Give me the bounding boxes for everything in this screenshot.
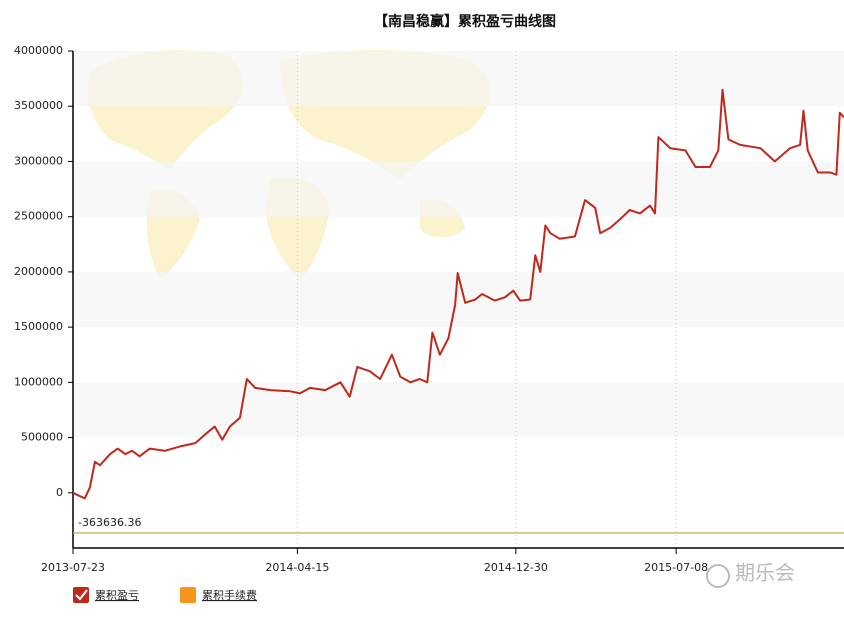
chart-title: 【南昌稳赢】累积盈亏曲线图 — [374, 13, 556, 30]
x-tick-label: 2014-04-15 — [265, 561, 329, 574]
x-tick-label: 2014-12-30 — [484, 561, 548, 574]
grid-band — [73, 382, 844, 438]
series-line — [72, 88, 844, 500]
x-tick-label: 2013-07-23 — [41, 561, 105, 574]
y-tick-label: 500000 — [21, 431, 63, 444]
x-tick-label: 2015-07-08 — [644, 561, 708, 574]
legend-swatch — [180, 587, 196, 603]
y-tick-label: 3000000 — [14, 154, 63, 167]
watermark: 期乐会 — [735, 561, 795, 585]
y-tick-label: 3500000 — [14, 99, 63, 112]
y-tick-label: 1500000 — [14, 320, 63, 333]
reference-label: -363636.36 — [78, 516, 141, 529]
y-tick-label: 1000000 — [14, 375, 63, 388]
grid-band — [73, 161, 844, 217]
legend-check — [75, 589, 88, 601]
y-tick-label: 4000000 — [14, 44, 63, 57]
legend-label[interactable]: 累积手续费 — [202, 588, 257, 602]
y-tick-label: 0 — [56, 486, 63, 499]
legend-swatch — [73, 587, 89, 603]
y-tick-label: 2000000 — [14, 265, 63, 278]
grid-band — [73, 271, 844, 328]
legend-label[interactable]: 累积盈亏 — [95, 589, 139, 602]
watermark-icon — [706, 564, 730, 588]
y-tick-label: 2500000 — [14, 210, 63, 223]
grid-band — [73, 51, 844, 107]
